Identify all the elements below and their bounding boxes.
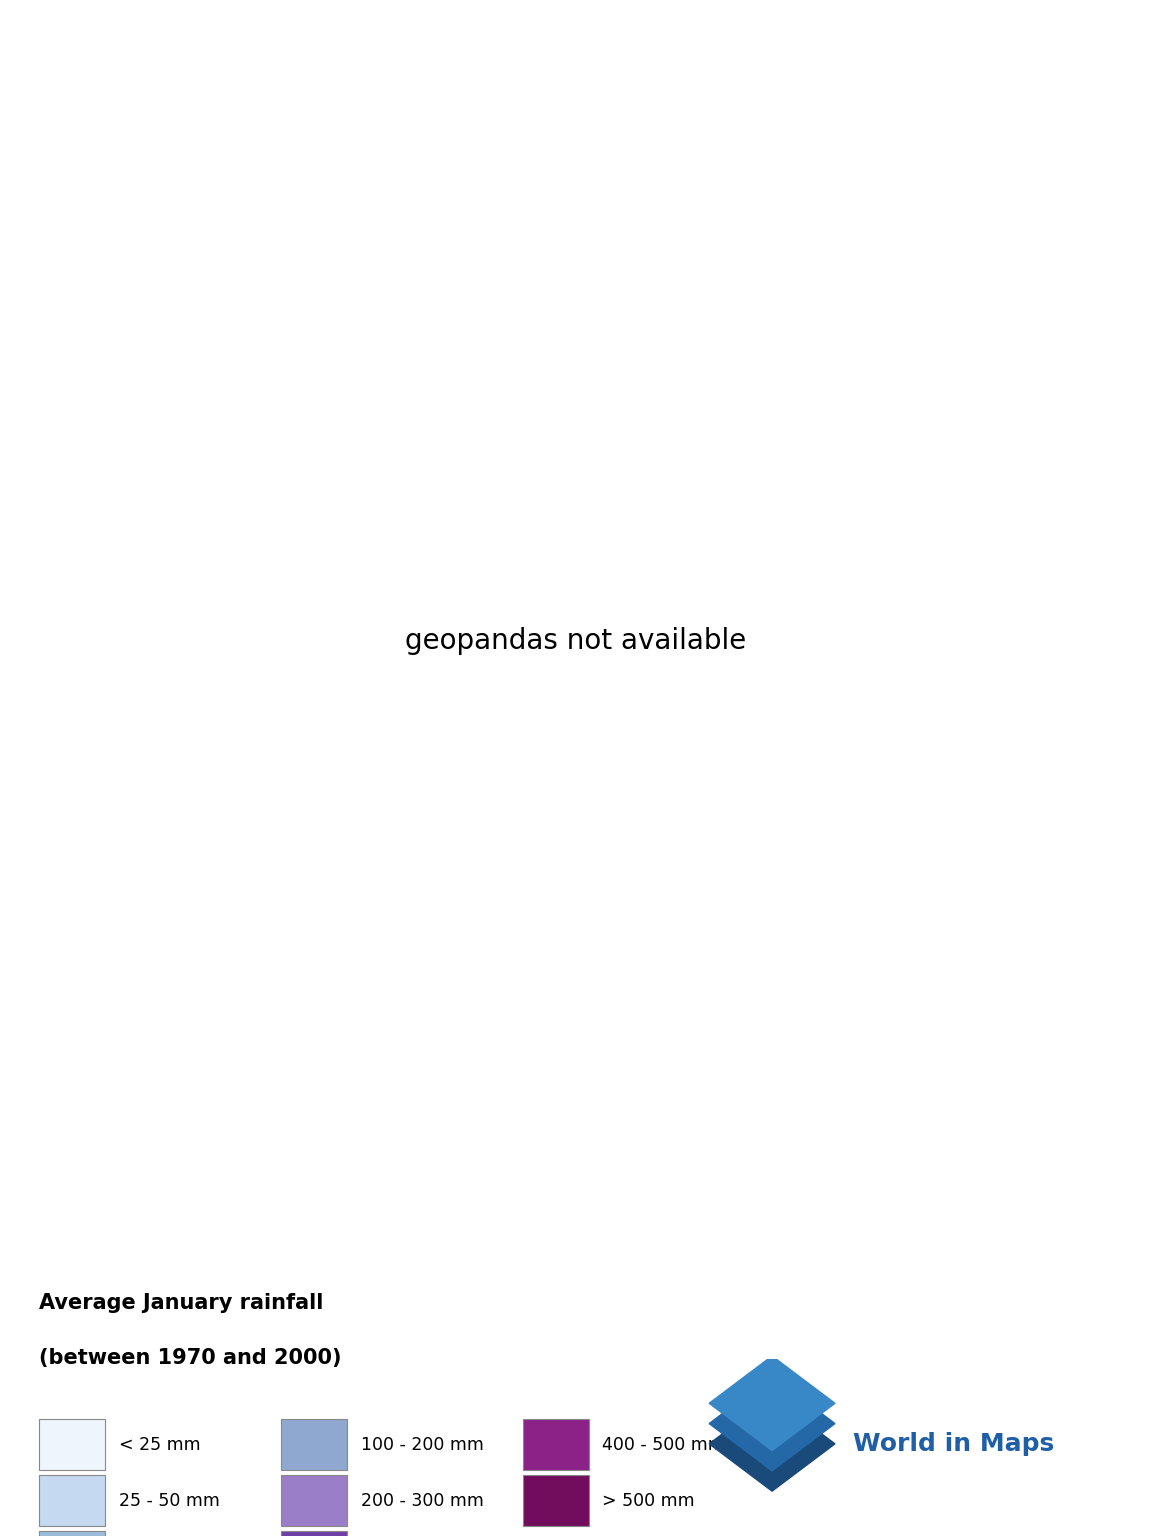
Text: < 25 mm: < 25 mm [119, 1436, 200, 1453]
Bar [281, 1419, 347, 1470]
Text: > 500 mm: > 500 mm [602, 1491, 695, 1510]
Bar [523, 1475, 589, 1525]
Bar [39, 1419, 105, 1470]
Bar [39, 1475, 105, 1525]
Bar [39, 1531, 105, 1536]
Text: 25 - 50 mm: 25 - 50 mm [119, 1491, 220, 1510]
Bar [281, 1475, 347, 1525]
Text: 200 - 300 mm: 200 - 300 mm [361, 1491, 484, 1510]
Polygon shape [710, 1356, 835, 1450]
Text: 100 - 200 mm: 100 - 200 mm [361, 1436, 484, 1453]
Text: Average January rainfall: Average January rainfall [39, 1293, 324, 1313]
Bar [523, 1419, 589, 1470]
Text: (between 1970 and 2000): (between 1970 and 2000) [39, 1349, 342, 1369]
Text: World in Maps: World in Maps [852, 1432, 1054, 1456]
Polygon shape [710, 1396, 835, 1491]
Text: geopandas not available: geopandas not available [406, 627, 746, 656]
Text: 400 - 500 mm: 400 - 500 mm [602, 1436, 726, 1453]
Bar [281, 1531, 347, 1536]
Polygon shape [710, 1376, 835, 1471]
